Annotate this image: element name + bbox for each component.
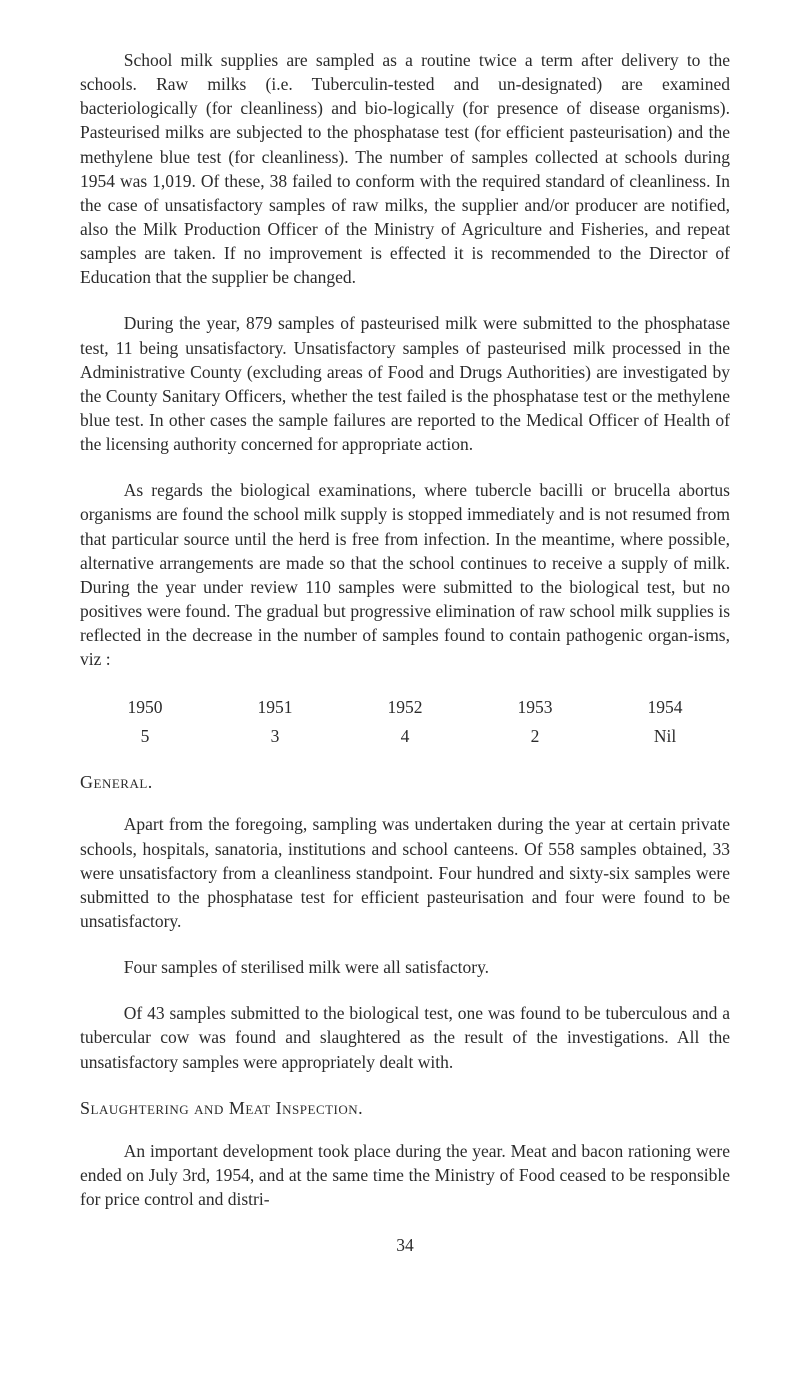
year-cell: 1951 bbox=[210, 693, 340, 721]
paragraph-4: Apart from the foregoing, sampling was u… bbox=[80, 812, 730, 933]
page-number: 34 bbox=[80, 1233, 730, 1257]
paragraph-3: As regards the biological examinations, … bbox=[80, 478, 730, 671]
paragraph-2: During the year, 879 samples of pasteuri… bbox=[80, 311, 730, 456]
year-cell: 1950 bbox=[80, 693, 210, 721]
heading-general: General. bbox=[80, 770, 730, 795]
value-cell: 5 bbox=[80, 722, 210, 750]
year-cell: 1952 bbox=[340, 693, 470, 721]
paragraph-1: School milk supplies are sampled as a ro… bbox=[80, 48, 730, 289]
table-row: 5 3 4 2 Nil bbox=[80, 722, 730, 750]
value-cell: 4 bbox=[340, 722, 470, 750]
value-cell: 3 bbox=[210, 722, 340, 750]
value-cell: 2 bbox=[470, 722, 600, 750]
paragraph-5: Four samples of sterilised milk were all… bbox=[80, 955, 730, 979]
year-cell: 1954 bbox=[600, 693, 730, 721]
year-cell: 1953 bbox=[470, 693, 600, 721]
paragraph-7: An important development took place duri… bbox=[80, 1139, 730, 1211]
samples-year-table: 1950 1951 1952 1953 1954 5 3 4 2 Nil bbox=[80, 693, 730, 749]
paragraph-6: Of 43 samples submitted to the biologica… bbox=[80, 1001, 730, 1073]
value-cell: Nil bbox=[600, 722, 730, 750]
table-row: 1950 1951 1952 1953 1954 bbox=[80, 693, 730, 721]
heading-slaughtering: Slaughtering and Meat Inspection. bbox=[80, 1096, 730, 1121]
